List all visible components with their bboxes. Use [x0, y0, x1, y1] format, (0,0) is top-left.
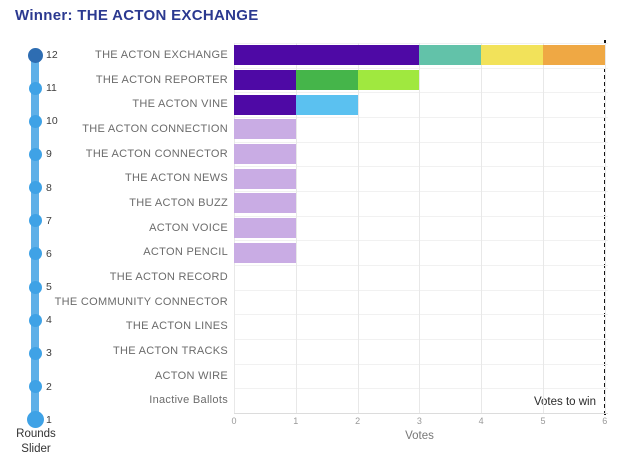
category-label: ACTON PENCIL: [143, 246, 228, 259]
slider-dot-6[interactable]: [28, 247, 42, 261]
gridline-horizontal: [234, 339, 608, 340]
slider-round-number: 3: [46, 347, 52, 360]
slider-round-number: 6: [46, 247, 52, 260]
gridline-vertical: [604, 43, 606, 413]
gridline-horizontal: [234, 92, 608, 94]
category-label: THE ACTON LINES: [125, 320, 228, 333]
votes-to-win-label: Votes to win: [533, 396, 596, 408]
gridline-horizontal: [234, 141, 608, 143]
x-tick-label: 3: [416, 416, 422, 426]
x-tick-label: 6: [602, 416, 608, 426]
slider-round-number: 5: [46, 281, 52, 294]
slider-dot-8[interactable]: [28, 181, 42, 195]
category-label: THE ACTON NEWS: [124, 172, 228, 185]
slider-dot-5[interactable]: [28, 280, 42, 294]
bar-segment: [234, 242, 296, 263]
bar-segment: [543, 45, 605, 66]
bar-segment: [234, 168, 296, 189]
bar-segment: [234, 70, 296, 90]
slider-round-number: 9: [46, 148, 52, 161]
category-label: THE ACTON BUZZ: [129, 196, 228, 209]
gridline-horizontal: [234, 265, 608, 266]
votes-bar-chart: Votes to win: [234, 40, 608, 416]
slider-track[interactable]: [31, 49, 39, 426]
bar-segment: [357, 70, 420, 90]
gridline-vertical: [295, 43, 297, 413]
gridline-horizontal: [234, 43, 608, 44]
slider-round-number: 11: [46, 82, 57, 95]
bar-segment: [234, 218, 296, 238]
gridline-horizontal: [234, 117, 608, 118]
bar-segment: [295, 70, 358, 90]
category-label: THE ACTON CONNECTOR: [85, 147, 228, 160]
gridline-horizontal: [234, 166, 608, 168]
category-label: ACTON WIRE: [154, 369, 228, 382]
slider-caption-line2: Slider: [21, 443, 51, 455]
x-tick-label: 5: [540, 416, 546, 426]
gridline-horizontal: [234, 240, 608, 242]
slider-round-number: 10: [46, 115, 58, 128]
x-tick-label: 0: [231, 416, 237, 426]
gridline-horizontal: [234, 191, 608, 192]
gridline-vertical: [419, 43, 421, 413]
gridline-horizontal: [234, 413, 608, 414]
slider-caption-line1: Rounds: [16, 428, 56, 440]
category-label: THE ACTON EXCHANGE: [95, 48, 228, 61]
bar-segment: [234, 193, 296, 214]
bar-segment: [234, 45, 420, 66]
slider-round-number: 2: [46, 380, 52, 393]
gridline-horizontal: [234, 67, 608, 69]
slider-dot-12[interactable]: [27, 47, 43, 63]
category-label: THE ACTON RECORD: [109, 270, 228, 283]
slider-round-number: 8: [46, 181, 52, 194]
x-tick-label: 2: [355, 416, 361, 426]
gridline-vertical: [543, 43, 544, 413]
slider-dot-3[interactable]: [28, 346, 42, 360]
slider-dot-9[interactable]: [28, 147, 42, 161]
winner-title: Winner: THE ACTON EXCHANGE: [15, 7, 259, 24]
bar-segment: [419, 45, 482, 66]
gridline-vertical: [481, 43, 483, 413]
slider-dot-4[interactable]: [28, 313, 42, 327]
category-label: THE ACTON REPORTER: [95, 73, 228, 86]
slider-dot-7[interactable]: [28, 214, 42, 228]
x-tick-label: 4: [478, 416, 484, 426]
gridline-horizontal: [234, 388, 608, 390]
slider-round-number: 4: [46, 314, 52, 327]
slider-dot-2[interactable]: [28, 380, 42, 393]
slider-dot-1[interactable]: [26, 411, 44, 429]
gridline-horizontal: [234, 363, 608, 365]
slider-round-number: 12: [46, 49, 58, 61]
category-label: ACTON VOICE: [149, 221, 228, 234]
bar-segment: [295, 94, 358, 115]
category-label: Inactive Ballots: [149, 394, 228, 407]
bar-segment: [234, 94, 296, 115]
category-label: THE ACTON TRACKS: [112, 344, 228, 357]
slider-dot-10[interactable]: [28, 114, 42, 128]
category-label: THE ACTON VINE: [132, 98, 228, 111]
bar-segment: [481, 45, 543, 66]
x-axis-label: Votes: [405, 430, 434, 442]
slider-round-number: 7: [46, 214, 52, 227]
gridline-horizontal: [234, 314, 608, 316]
slider-dot-11[interactable]: [28, 81, 42, 95]
gridline-horizontal: [234, 289, 608, 291]
x-tick-label: 1: [293, 416, 299, 426]
category-label: THE ACTON CONNECTION: [82, 122, 228, 135]
bar-segment: [234, 119, 296, 140]
bar-segment: [234, 144, 296, 164]
category-label: THE COMMUNITY CONNECTOR: [54, 295, 228, 308]
slider-round-number: 1: [46, 413, 52, 426]
gridline-vertical: [357, 43, 359, 413]
gridline-horizontal: [234, 215, 608, 217]
